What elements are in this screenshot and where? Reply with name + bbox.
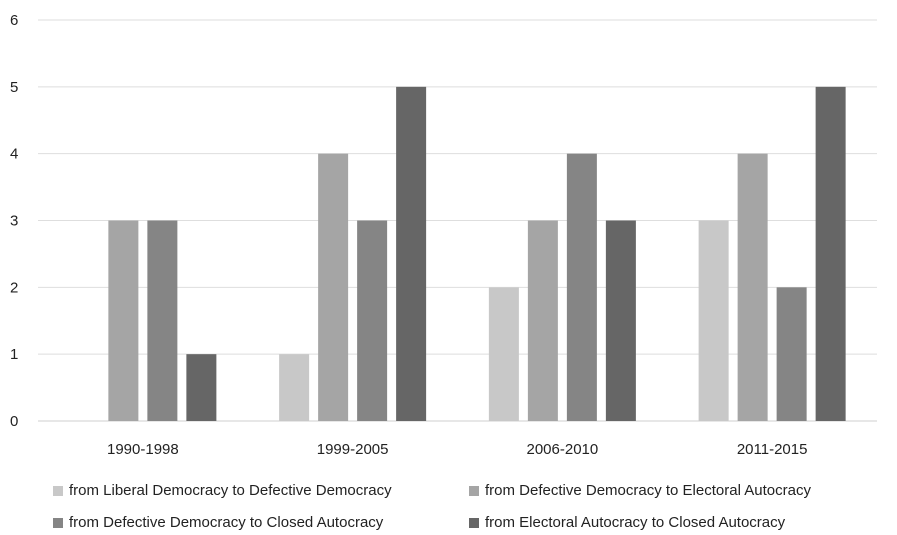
legend-label-2: from Defective Democracy to Electoral Au… (485, 482, 811, 499)
y-tick-label: 3 (10, 213, 18, 230)
bar (605, 220, 636, 421)
y-tick-label: 6 (10, 12, 18, 29)
x-tick-label: 1990-1998 (107, 441, 179, 458)
bar (318, 153, 349, 421)
bar (488, 287, 519, 421)
legend-label-3: from Defective Democracy to Closed Autoc… (69, 514, 384, 531)
legend: from Liberal Democracy to Defective Demo… (0, 474, 897, 535)
bar (357, 220, 388, 421)
legend-item-3: from Defective Democracy to Closed Autoc… (53, 514, 383, 531)
x-tick-label: 2006-2010 (527, 441, 599, 458)
x-tick-label: 2011-2015 (737, 441, 808, 458)
bar (737, 153, 768, 421)
legend-label-1: from Liberal Democracy to Defective Demo… (69, 482, 392, 499)
x-tick-label: 1999-2005 (317, 441, 389, 458)
legend-swatch-3 (53, 517, 63, 528)
y-tick-label: 4 (10, 146, 18, 163)
y-tick-label: 2 (10, 279, 18, 296)
y-tick-label: 0 (10, 413, 18, 430)
legend-label-4: from Electoral Autocracy to Closed Autoc… (485, 514, 786, 531)
bar (279, 354, 310, 421)
chart-plot: 0 1 2 3 4 5 6 1990-1998 1999-2005 2006-2010 2011-2… (10, 12, 877, 458)
bar (815, 86, 846, 421)
bar (186, 354, 217, 421)
bar (566, 153, 597, 421)
bar (147, 220, 178, 421)
legend-swatch-1 (53, 485, 63, 496)
bar (776, 287, 807, 421)
legend-swatch-2 (469, 485, 479, 496)
legend-item-1: from Liberal Democracy to Defective Demo… (53, 482, 392, 499)
legend-swatch-4 (469, 517, 479, 528)
legend-item-4: from Electoral Autocracy to Closed Autoc… (469, 514, 785, 531)
bar (108, 220, 139, 421)
bar (396, 86, 427, 421)
y-tick-label: 5 (10, 79, 18, 96)
bar (698, 220, 729, 421)
bar (527, 220, 558, 421)
legend-item-2: from Defective Democracy to Electoral Au… (469, 482, 811, 499)
y-tick-label: 1 (10, 346, 18, 363)
